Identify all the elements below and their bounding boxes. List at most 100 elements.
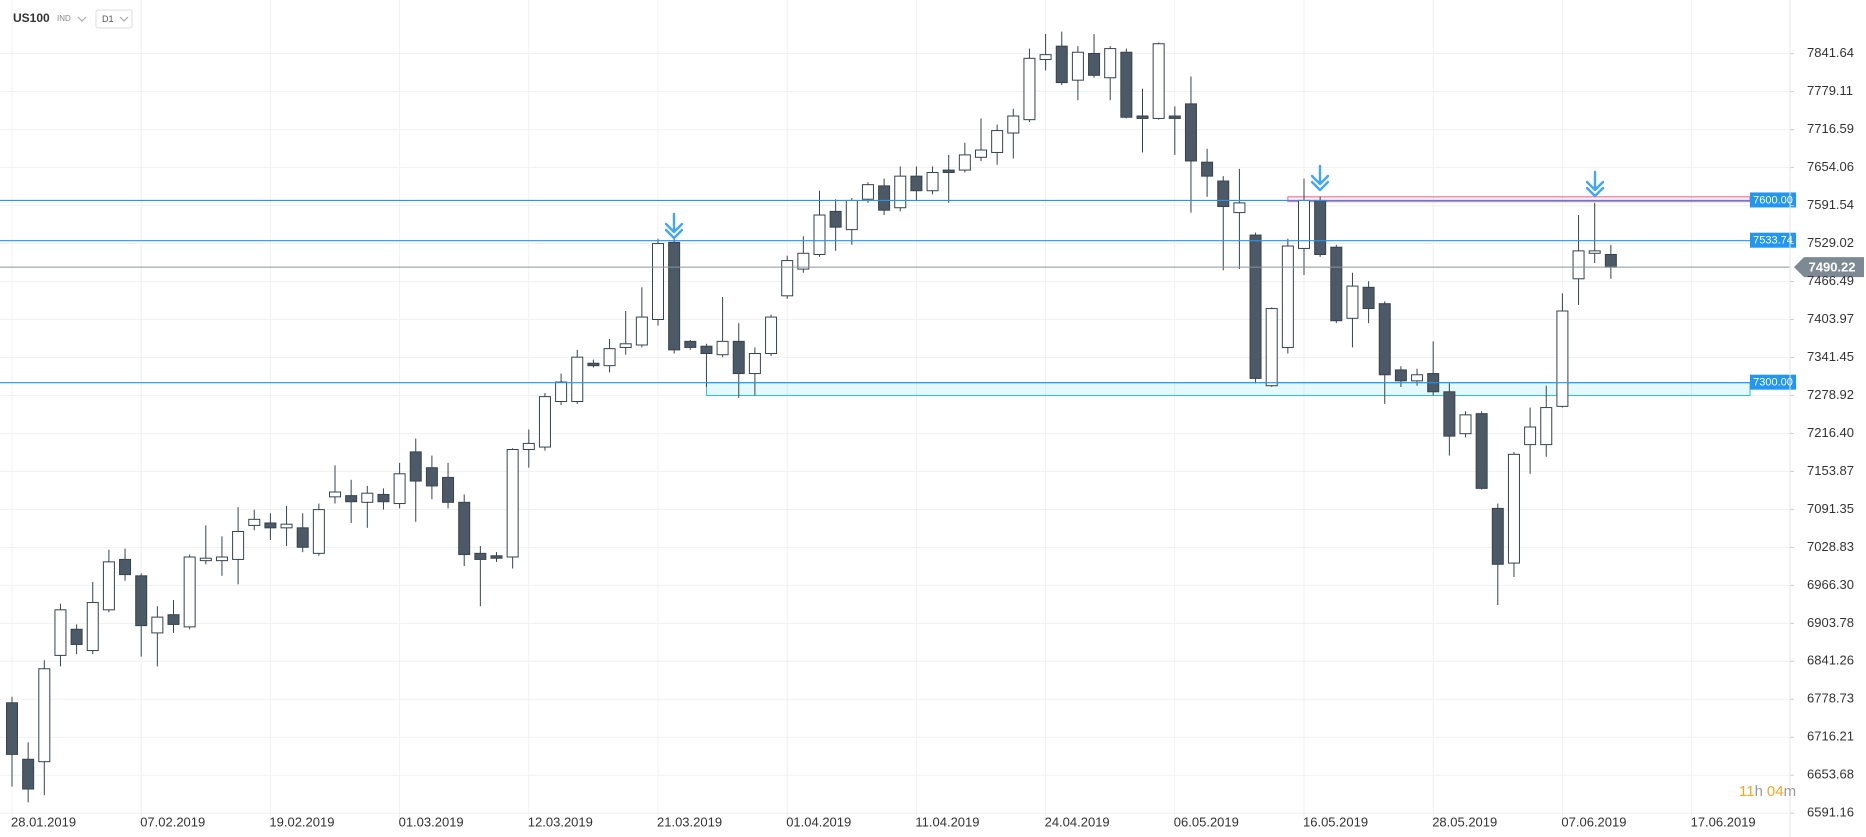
signal-arrows: [664, 164, 1605, 240]
candle-body: [1120, 51, 1133, 118]
current-price-tag: [1794, 257, 1864, 278]
candle-body: [619, 343, 632, 348]
candle-body: [199, 557, 212, 562]
y-tick-label: 7403.97: [1807, 311, 1854, 326]
candle-body: [1330, 246, 1343, 322]
x-tick-label: 11.04.2019: [915, 814, 979, 829]
candle-body: [264, 522, 277, 529]
y-tick-label: 7529.02: [1807, 235, 1854, 250]
candle-body: [393, 473, 406, 505]
candle-body: [1201, 161, 1214, 177]
x-tick-label: 17.06.2019: [1691, 814, 1756, 829]
x-tick-label: 19.02.2019: [269, 814, 334, 829]
candle-body: [926, 172, 939, 192]
candle-body: [748, 353, 761, 375]
x-tick-label: 16.05.2019: [1303, 814, 1368, 829]
candle-body: [861, 184, 874, 200]
candle-body: [1265, 308, 1278, 387]
candle-body: [506, 448, 519, 558]
x-tick-label: 06.05.2019: [1174, 814, 1239, 829]
candle-body: [829, 210, 842, 228]
candle-body: [474, 552, 487, 560]
countdown-hours-unit: h: [1755, 783, 1763, 800]
candle-body: [458, 501, 471, 556]
candle-body: [167, 614, 180, 625]
candle-body: [635, 316, 648, 346]
candle-body: [716, 340, 729, 356]
candle-body: [329, 491, 341, 498]
candle-body: [1556, 310, 1569, 407]
candle-body: [1507, 453, 1520, 564]
y-tick-label: 6591.16: [1807, 805, 1854, 820]
y-tick-label: 7841.64: [1807, 45, 1854, 60]
candle-body: [700, 345, 713, 355]
candle-body: [442, 476, 455, 503]
dropdown-caret[interactable]: [77, 16, 87, 22]
candle-body: [54, 609, 67, 656]
candle-body: [958, 154, 971, 171]
price-tag: [1750, 232, 1796, 248]
candle-body: [894, 175, 907, 209]
y-tick-label: 7779.11: [1807, 83, 1853, 98]
candle-body: [975, 149, 987, 158]
x-tick-label: 12.03.2019: [528, 814, 593, 829]
candle-body: [1588, 250, 1601, 254]
price-tag: [1750, 374, 1796, 390]
candle-body: [377, 493, 390, 503]
candle-body: [652, 243, 664, 320]
y-tick-label: 7216.40: [1807, 425, 1854, 440]
candle-body: [1055, 45, 1068, 84]
candle-body: [522, 442, 535, 450]
candle-body: [555, 381, 568, 402]
y-tick-label: 7716.59: [1807, 121, 1854, 136]
price-tag: [1750, 192, 1796, 208]
candle-body: [1540, 407, 1553, 446]
candle-body: [1023, 57, 1036, 121]
countdown-minutes-unit: m: [1784, 783, 1797, 800]
zone: [705, 382, 1751, 396]
candle-body: [797, 252, 810, 270]
price-tag-label: 7300.00: [1753, 377, 1793, 389]
candle-body: [684, 340, 697, 348]
y-tick-label: 7028.83: [1807, 539, 1854, 554]
signal-arrow: [1310, 164, 1330, 192]
candle-body: [425, 467, 438, 487]
y-tick-label: 6653.68: [1807, 767, 1854, 782]
candle-body: [1459, 414, 1472, 435]
candle-body: [845, 199, 858, 231]
candle-body: [878, 185, 891, 211]
candle-body: [1039, 54, 1052, 61]
candle-body: [1362, 286, 1375, 310]
y-tick-label: 7654.06: [1807, 159, 1854, 174]
candle-body: [361, 492, 374, 503]
instrument-type[interactable]: IND: [57, 14, 71, 23]
candle-body: [1572, 250, 1585, 280]
candle-body: [1491, 507, 1504, 565]
timeframe-box[interactable]: [95, 9, 133, 29]
candle-body: [1152, 43, 1165, 119]
x-tick-label: 28.01.2019: [11, 814, 76, 829]
x-tick-label: 01.03.2019: [399, 814, 464, 829]
candle-body: [22, 758, 35, 790]
y-tick-label: 7341.45: [1807, 349, 1854, 364]
candle-body: [1168, 115, 1181, 119]
candle-body: [1136, 115, 1149, 119]
candle-body: [813, 214, 826, 256]
x-tick-label: 24.04.2019: [1045, 814, 1110, 829]
y-tick-label: 6966.30: [1807, 577, 1854, 592]
grid: [0, 0, 1790, 820]
dropdown-caret[interactable]: [119, 16, 129, 22]
x-tick-label: 07.02.2019: [140, 814, 205, 829]
timeframe[interactable]: D1: [102, 14, 114, 24]
candle-body: [1281, 245, 1294, 348]
candle-body: [119, 558, 132, 576]
symbol: US100: [13, 11, 50, 25]
countdown-hours: 11: [1739, 783, 1755, 800]
y-tick-label: 7466.49: [1807, 273, 1854, 288]
y-tick-label: 6716.21: [1807, 729, 1854, 744]
y-tick-label: 6841.26: [1807, 653, 1854, 668]
candle-body: [942, 169, 955, 174]
x-tick-label: 28.05.2019: [1432, 814, 1497, 829]
